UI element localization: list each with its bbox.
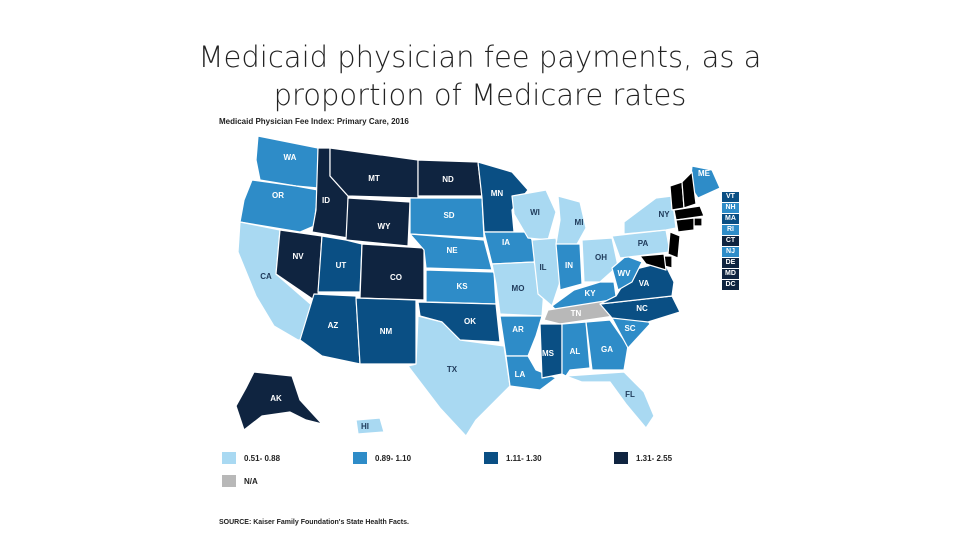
- label-MN: MN: [491, 189, 504, 198]
- label-FL: FL: [625, 390, 635, 399]
- ne-box-MD[interactable]: MD: [722, 269, 739, 279]
- state-CT[interactable]: [675, 217, 695, 233]
- label-TX: TX: [447, 365, 458, 374]
- label-KY: KY: [584, 289, 596, 298]
- legend-label: 1.11- 1.30: [506, 453, 542, 463]
- legend-swatch: [353, 452, 367, 464]
- source-note: SOURCE: Kaiser Family Foundation's State…: [219, 519, 409, 526]
- label-ME: ME: [698, 169, 711, 178]
- state-AZ[interactable]: [299, 293, 361, 365]
- label-WI: WI: [530, 208, 540, 217]
- label-MO: MO: [512, 284, 525, 293]
- state-MT[interactable]: [329, 147, 419, 199]
- legend-item: 1.11- 1.30: [484, 452, 542, 464]
- label-IL: IL: [539, 263, 546, 272]
- label-NM: NM: [380, 327, 393, 336]
- label-WY: WY: [378, 222, 392, 231]
- state-MN[interactable]: [477, 161, 529, 233]
- label-WV: WV: [618, 269, 632, 278]
- label-MT: MT: [368, 174, 380, 183]
- state-SD[interactable]: [409, 197, 485, 239]
- label-OR: OR: [272, 191, 284, 200]
- label-GA: GA: [601, 345, 613, 354]
- ne-box-NJ[interactable]: NJ: [722, 247, 739, 257]
- state-WA[interactable]: [255, 135, 319, 189]
- state-TX[interactable]: [407, 315, 511, 437]
- label-PA: PA: [638, 239, 649, 248]
- legend-swatch: [222, 452, 236, 464]
- slide-title: Medicaid physician fee payments, as a pr…: [0, 38, 960, 114]
- state-LA[interactable]: [505, 355, 557, 391]
- label-OH: OH: [595, 253, 607, 262]
- legend-swatch: [614, 452, 628, 464]
- state-NY[interactable]: [623, 195, 677, 235]
- label-IN: IN: [565, 261, 573, 270]
- label-TN: TN: [571, 309, 582, 318]
- label-ID: ID: [322, 196, 330, 205]
- label-MS: MS: [542, 349, 555, 358]
- state-GA[interactable]: [585, 319, 629, 371]
- label-UT: UT: [336, 261, 347, 270]
- state-NH[interactable]: [681, 171, 697, 209]
- ne-box-VT[interactable]: VT: [722, 192, 739, 202]
- ne-box-MA[interactable]: MA: [722, 214, 739, 224]
- ne-box-DE[interactable]: DE: [722, 258, 739, 268]
- state-IL[interactable]: [531, 237, 563, 307]
- label-NV: NV: [292, 252, 304, 261]
- legend-item: 0.51- 0.88: [222, 452, 280, 464]
- ne-box-CT[interactable]: CT: [722, 236, 739, 246]
- state-NJ[interactable]: [667, 231, 681, 259]
- label-KS: KS: [456, 282, 468, 291]
- legend-item: N/A: [222, 475, 258, 487]
- state-AK[interactable]: [235, 371, 323, 431]
- ne-box-DC[interactable]: DC: [722, 280, 739, 290]
- state-OH[interactable]: [581, 237, 619, 283]
- label-HI: HI: [361, 422, 369, 431]
- label-IA: IA: [502, 238, 510, 247]
- title-line-2: proportion of Medicare rates: [273, 78, 687, 112]
- legend-swatch: [222, 475, 236, 487]
- legend-label: 0.89- 1.10: [375, 453, 412, 463]
- state-NE[interactable]: [409, 233, 493, 271]
- legend-swatch: [484, 452, 498, 464]
- state-FL[interactable]: [565, 371, 655, 429]
- label-AR: AR: [512, 325, 524, 334]
- state-HI[interactable]: [355, 417, 385, 435]
- state-OR[interactable]: [239, 179, 319, 233]
- label-LA: LA: [515, 370, 526, 379]
- label-VA: VA: [639, 279, 650, 288]
- legend-label: N/A: [244, 476, 258, 486]
- label-CO: CO: [390, 273, 402, 282]
- label-AL: AL: [570, 347, 581, 356]
- state-MA[interactable]: [673, 205, 705, 221]
- label-NE: NE: [446, 246, 458, 255]
- legend-label: 0.51- 0.88: [244, 453, 281, 463]
- label-OK: OK: [464, 317, 476, 326]
- label-WA: WA: [284, 153, 297, 162]
- label-ND: ND: [442, 175, 454, 184]
- label-AZ: AZ: [328, 321, 339, 330]
- state-IN[interactable]: [555, 243, 583, 291]
- label-CA: CA: [260, 272, 272, 281]
- title-line-1: Medicaid physician fee payments, as a: [198, 40, 762, 74]
- label-NY: NY: [658, 210, 670, 219]
- ne-box-RI[interactable]: RI: [722, 225, 739, 235]
- state-RI[interactable]: [693, 217, 703, 227]
- label-SC: SC: [624, 324, 635, 333]
- label-AK: AK: [270, 394, 282, 403]
- state-WY[interactable]: [345, 197, 411, 247]
- label-MI: MI: [575, 218, 584, 227]
- state-AR[interactable]: [499, 315, 543, 357]
- legend-item: 1.31- 2.55: [614, 452, 672, 464]
- ne-box-NH[interactable]: NH: [722, 203, 739, 213]
- state-MD[interactable]: [639, 253, 667, 271]
- legend: 0.51- 0.88 0.89- 1.10 1.11- 1.30 1.31- 2…: [222, 450, 742, 490]
- map-title: Medicaid Physician Fee Index: Primary Ca…: [219, 117, 409, 126]
- label-NC: NC: [636, 304, 648, 313]
- legend-item: 0.89- 1.10: [353, 452, 411, 464]
- legend-label: 1.31- 2.55: [636, 453, 673, 463]
- label-SD: SD: [443, 211, 454, 220]
- state-CO[interactable]: [359, 243, 425, 301]
